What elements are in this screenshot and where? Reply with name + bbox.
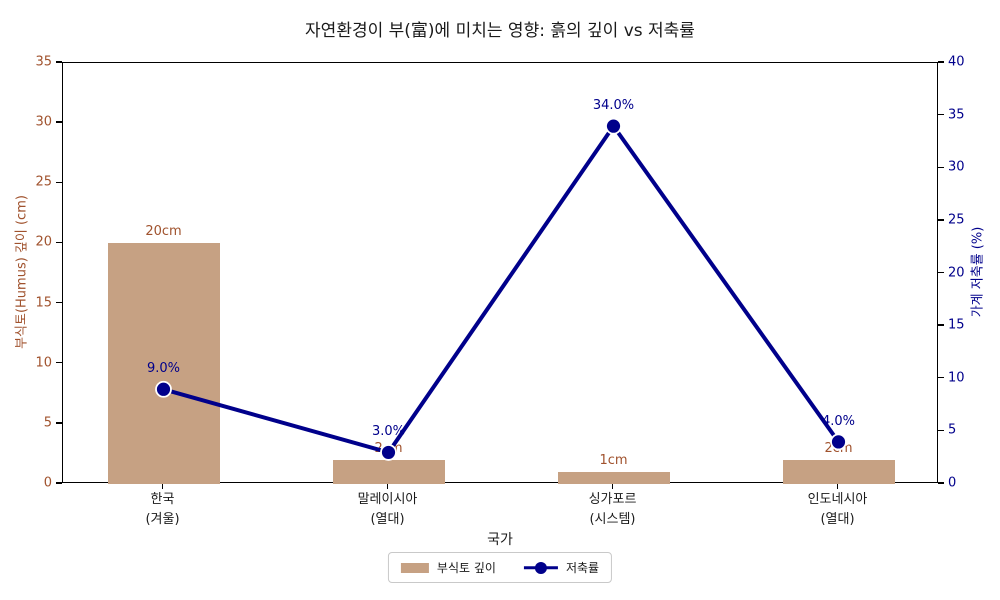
left-tick-label-35: 35	[35, 54, 52, 70]
line-swatch-dot	[534, 561, 547, 574]
right-tick-label-30: 30	[948, 159, 965, 175]
left-tick-mark	[56, 241, 62, 244]
left-tick-mark	[56, 301, 62, 304]
right-tick-mark	[938, 61, 944, 63]
legend-label-humus-depth: 부식토 깊이	[436, 561, 496, 575]
left-tick-label-0: 0	[43, 475, 52, 491]
right-tick-label-5: 5	[948, 422, 957, 438]
line-marker-1	[380, 444, 397, 461]
right-tick-label-35: 35	[948, 107, 965, 123]
bar-싱가포르	[557, 471, 670, 484]
right-tick-label-10: 10	[948, 370, 965, 386]
line-marker-0	[155, 380, 172, 398]
right-tick-label-25: 25	[948, 212, 965, 228]
x-tick-label-0: 한국 (겨울)	[145, 492, 180, 527]
left-tick-mark	[56, 181, 62, 183]
right-tick-mark	[938, 377, 944, 379]
line-value-label-3: 4.0%	[821, 413, 856, 429]
savings-rate-line	[155, 117, 847, 461]
line-value-label-0: 9.0%	[146, 361, 181, 377]
chart-title: 자연환경이 부(富)에 미치는 영향: 흙의 깊이 vs 저축률	[305, 21, 695, 41]
right-tick-mark	[938, 113, 944, 116]
right-tick-label-20: 20	[948, 265, 965, 280]
line-value-label-2: 34.0%	[592, 98, 635, 114]
right-tick-mark	[938, 482, 944, 484]
left-tick-label-30: 30	[35, 114, 52, 130]
left-tick-label-25: 25	[35, 174, 52, 190]
left-tick-label-20: 20	[35, 234, 52, 250]
legend: 부식토 깊이 저축률	[387, 552, 613, 583]
left-tick-label-5: 5	[43, 415, 52, 431]
left-tick-mark	[56, 121, 62, 123]
plot-area: 20cm2cm1cm2cm 9.0% 3.0% 34.0% 4.0%	[62, 62, 939, 484]
legend-item-savings-rate: 저축률	[523, 559, 600, 576]
left-tick-mark	[56, 422, 62, 424]
line-marker-3	[830, 433, 847, 451]
bar-말레이시아	[332, 459, 445, 484]
right-tick-mark	[938, 219, 944, 221]
right-tick-mark	[938, 271, 944, 274]
legend-label-savings-rate: 저축률	[565, 561, 600, 575]
line-marker-2	[605, 117, 622, 135]
bar-swatch-icon	[400, 562, 429, 573]
line-value-label-1: 3.0%	[371, 424, 406, 440]
x-tick-label-2: 싱가포르 (시스템)	[588, 492, 637, 527]
bars-layer: 20cm2cm1cm2cm	[63, 63, 939, 484]
right-tick-label-0: 0	[948, 475, 957, 491]
left-tick-label-10: 10	[35, 355, 52, 371]
left-tick-label-15: 15	[35, 295, 52, 311]
annotations-layer: 9.0% 3.0% 34.0% 4.0%	[63, 63, 939, 484]
x-tick-mark	[161, 483, 164, 489]
right-tick-mark	[938, 166, 944, 168]
line-marker-swatch-icon	[523, 561, 558, 574]
x-tick-label-3: 인도네시아 (열대)	[807, 492, 868, 527]
right-axis-title: 가계 저축률 (%)	[970, 226, 986, 318]
savings-line-path	[162, 122, 841, 455]
right-tick-label-40: 40	[948, 54, 965, 70]
left-tick-mark	[56, 61, 62, 63]
bar-value-label-0: 20cm	[145, 224, 182, 240]
x-tick-mark	[386, 483, 389, 489]
right-tick-mark	[938, 324, 944, 326]
bar-한국	[107, 243, 220, 484]
legend-item-humus-depth: 부식토 깊이	[400, 559, 496, 576]
left-tick-mark	[56, 362, 62, 364]
x-tick-mark	[836, 483, 839, 489]
right-tick-label-15: 15	[948, 317, 965, 333]
right-tick-mark	[938, 429, 944, 432]
x-axis-title: 국가	[487, 532, 513, 548]
bar-인도네시아	[782, 459, 895, 484]
bar-value-label-2: 1cm	[599, 452, 628, 468]
left-tick-mark	[56, 482, 62, 484]
x-tick-label-1: 말레이시아 (열대)	[357, 492, 418, 527]
left-axis-title: 부식토(Humus) 깊이 (cm)	[14, 195, 30, 349]
x-tick-mark	[611, 483, 614, 489]
